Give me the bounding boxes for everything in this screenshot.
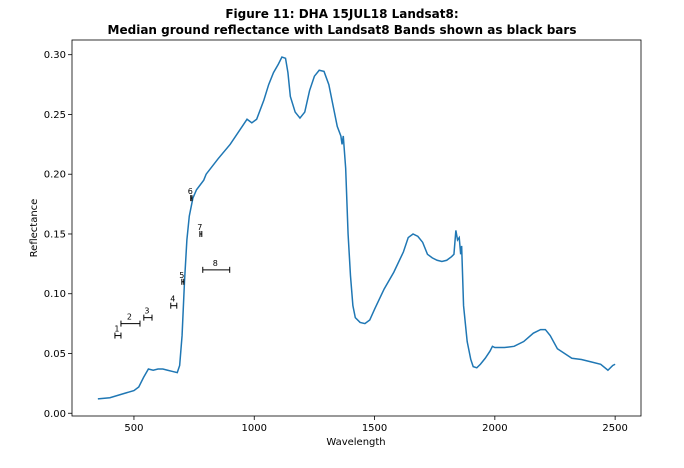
band-bar <box>190 195 193 202</box>
x-axis-label: Wavelength <box>326 437 385 448</box>
x-tick-label: 2000 <box>482 423 507 434</box>
band-label: 3 <box>144 307 149 316</box>
x-tick-label: 1500 <box>362 423 387 434</box>
y-tick-label: 0.30 <box>44 50 66 61</box>
band-label: 8 <box>213 259 218 268</box>
x-tick-label: 500 <box>124 423 143 434</box>
band-bar <box>120 320 141 327</box>
plot-frame <box>71 39 642 417</box>
band-bar <box>202 266 231 273</box>
y-tick-label: 0.20 <box>44 170 66 181</box>
band-label: 4 <box>170 295 175 304</box>
y-tick-label: 0.25 <box>44 110 66 121</box>
band-bar <box>114 332 122 339</box>
y-axis-label: Reflectance <box>29 199 40 258</box>
data-line <box>97 56 616 400</box>
x-tick-label: 2500 <box>602 423 627 434</box>
y-tick-label: 0.15 <box>44 229 66 240</box>
band-label: 5 <box>179 271 184 280</box>
band-label: 6 <box>188 187 193 196</box>
band-bar <box>143 314 153 321</box>
chart-title: Median ground reflectance with Landsat8 … <box>108 23 577 37</box>
x-tick-label: 1000 <box>242 423 267 434</box>
band-bar <box>181 278 185 285</box>
band-label: 7 <box>197 223 202 232</box>
band-label: 2 <box>127 313 132 322</box>
y-tick-label: 0.00 <box>44 409 66 420</box>
y-tick-label: 0.05 <box>44 349 66 360</box>
band-label: 1 <box>114 325 119 334</box>
y-tick-label: 0.10 <box>44 289 66 300</box>
chart-title: Figure 11: DHA 15JUL18 Landsat8: <box>225 7 458 21</box>
band-bar <box>170 302 178 309</box>
band-bar <box>199 230 203 237</box>
